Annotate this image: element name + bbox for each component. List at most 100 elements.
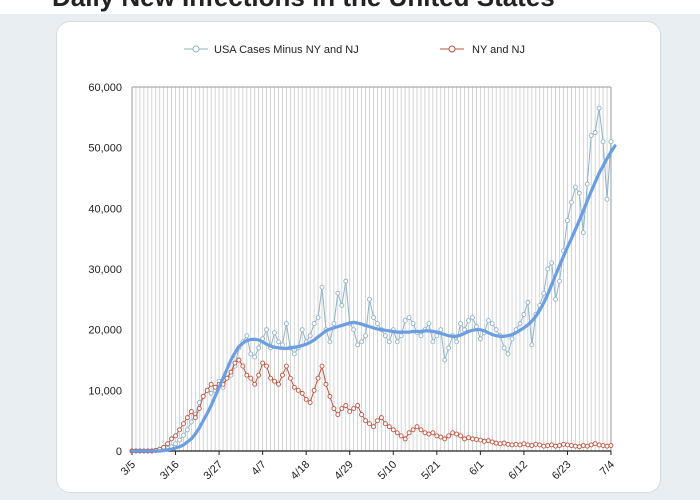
- series-nynj-point: [260, 360, 266, 366]
- series-usa-trend-line: [130, 144, 617, 453]
- series-usa-point: [359, 339, 365, 345]
- y-tick-label: 10,000: [88, 385, 122, 397]
- series-usa-point: [549, 260, 555, 266]
- series-usa-point: [505, 351, 511, 357]
- series-usa-point: [264, 327, 270, 333]
- series-nynj-point: [212, 384, 218, 390]
- series-nynj-point: [521, 441, 527, 447]
- series-nynj-point: [592, 441, 598, 447]
- series-nynj-point: [169, 436, 175, 442]
- series-usa-point: [576, 190, 582, 196]
- x-tick-label: 6/23: [550, 459, 574, 483]
- series-nynj-point: [501, 440, 507, 446]
- x-tick-label: 4/18: [289, 459, 313, 483]
- series-usa-point: [529, 342, 535, 348]
- series-usa-point: [521, 312, 527, 317]
- series-usa-point: [604, 196, 610, 202]
- series-usa-point: [343, 278, 349, 284]
- series-nynj-point: [248, 375, 254, 381]
- series-nynj-point: [473, 437, 479, 442]
- series-nynj-point: [469, 436, 475, 442]
- series-nynj-point: [228, 369, 234, 375]
- series-usa-point: [442, 357, 448, 363]
- series-nynj-point: [446, 433, 452, 439]
- series-nynj-point: [303, 396, 309, 402]
- legend-usa-label: USA Cases Minus NY and NJ: [214, 44, 359, 56]
- x-tick-label: 5/10: [376, 459, 400, 483]
- series-usa-point: [181, 432, 186, 438]
- series-nynj-point: [462, 436, 467, 442]
- x-tick-label: 6/12: [506, 459, 530, 483]
- series-usa-point: [315, 315, 321, 320]
- series-usa-point: [410, 321, 416, 327]
- series-nynj-point: [173, 433, 178, 439]
- series-nynj-point: [367, 421, 372, 427]
- series-nynj-point: [434, 433, 440, 439]
- series-nynj-point: [545, 443, 551, 448]
- series-nynj-point: [481, 438, 487, 444]
- series-usa-point: [188, 419, 194, 425]
- series-nynj-point: [568, 443, 574, 448]
- page-title: Daily New Infections in the United State…: [52, 0, 555, 13]
- series-nynj-point: [319, 363, 325, 369]
- series-nynj-point: [390, 427, 396, 433]
- series-nynj-point: [572, 443, 578, 449]
- series-nynj-point: [414, 424, 420, 430]
- series-nynj-point: [208, 381, 214, 387]
- series-nynj-point: [442, 436, 448, 442]
- legend-usa-marker: [192, 45, 200, 53]
- series-nynj-point: [287, 375, 293, 381]
- series-usa-point: [355, 342, 361, 348]
- series-nynj-point: [299, 390, 305, 396]
- series-usa-point: [434, 333, 440, 339]
- series-nynj-point: [268, 375, 274, 381]
- series-usa-point: [473, 324, 479, 330]
- series-nynj-point: [224, 375, 230, 381]
- series-nynj-point: [252, 381, 258, 387]
- series-usa-point: [608, 139, 614, 145]
- series-nynj-point: [588, 442, 594, 448]
- series-usa-point: [319, 284, 325, 290]
- series-nynj-point: [466, 435, 471, 441]
- series-usa-point: [248, 351, 254, 357]
- series-usa-point: [244, 333, 250, 339]
- series-nynj-point: [565, 442, 570, 448]
- series-usa-point: [438, 327, 444, 333]
- series-usa-point: [418, 333, 424, 339]
- series-usa-point: [426, 321, 432, 327]
- series-nynj-point: [236, 357, 242, 363]
- series-nynj-point: [295, 387, 301, 393]
- series-nynj-point: [232, 360, 238, 366]
- series-nynj-point: [489, 439, 495, 445]
- series-nynj-point: [406, 430, 412, 436]
- series-nynj-point: [188, 409, 194, 415]
- series-nynj-point: [165, 441, 171, 447]
- series-usa-point: [568, 199, 574, 205]
- series-usa-point: [283, 321, 289, 327]
- series-nynj-point: [374, 418, 380, 424]
- series-usa-point: [469, 315, 475, 320]
- series-nynj-point: [343, 403, 349, 408]
- series-usa-point: [580, 230, 586, 236]
- y-tick-label: 20,000: [88, 325, 122, 337]
- series-nynj-point: [561, 441, 566, 447]
- series-nynj-point: [505, 441, 511, 447]
- series-usa-point: [272, 330, 277, 336]
- series-nynj-point: [600, 443, 606, 448]
- series-nynj-point: [596, 442, 602, 448]
- series-usa-point: [371, 315, 376, 320]
- x-tick-label: 3/27: [202, 459, 226, 483]
- series-usa-point: [596, 105, 602, 111]
- series-usa-point: [477, 336, 483, 342]
- series-usa-point: [184, 427, 190, 433]
- series-nynj-point: [394, 430, 400, 436]
- series-usa-line: [131, 107, 612, 452]
- series-usa-point: [252, 354, 258, 360]
- series-nynj-point: [279, 372, 285, 378]
- series-nynj-point: [549, 442, 555, 448]
- series-nynj-point: [454, 431, 460, 437]
- series-usa-point: [363, 333, 369, 339]
- series-usa-point: [592, 130, 598, 135]
- series-usa-point: [493, 327, 499, 333]
